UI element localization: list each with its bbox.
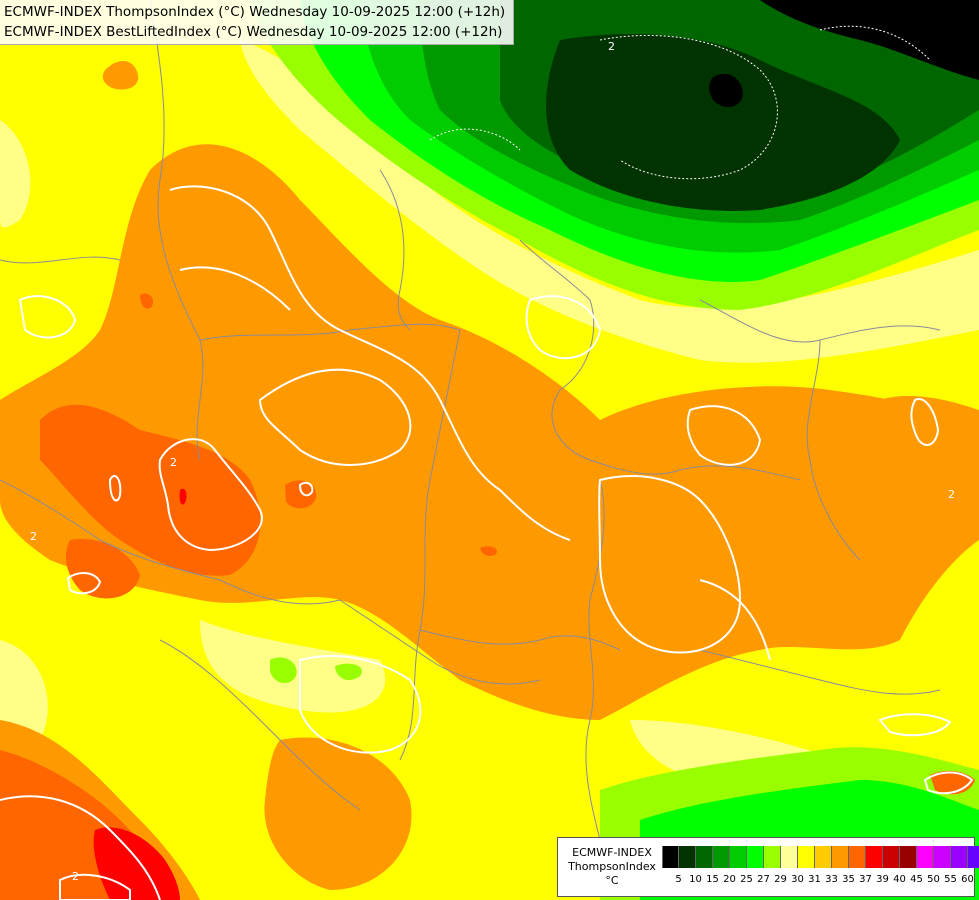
- legend-swatch: [917, 846, 934, 868]
- contour-labels: 2 2 2 2 2: [30, 40, 955, 883]
- legend-swatches: [662, 846, 979, 868]
- red-orange-region: [140, 293, 154, 309]
- legend-tick-label: 15: [706, 874, 719, 885]
- legend-tick-label: 27: [757, 874, 770, 885]
- contour-lines: [0, 185, 974, 900]
- orange-region: [102, 60, 139, 90]
- legend-swatch: [798, 846, 815, 868]
- pale-yellow-region: [240, 40, 979, 363]
- legend-tick-label: 33: [825, 874, 838, 885]
- contour-label: 2: [948, 488, 955, 501]
- legend-swatch: [951, 846, 968, 868]
- green-band: [546, 34, 900, 211]
- legend-tick-label: 20: [723, 874, 736, 885]
- red-orange-region: [40, 404, 261, 576]
- legend-tick-label: 31: [808, 874, 821, 885]
- pale-yellow-region: [0, 120, 31, 228]
- legend-swatch: [866, 846, 883, 868]
- legend-tick-label: 39: [876, 874, 889, 885]
- legend-swatch: [764, 846, 781, 868]
- red-orange-region: [65, 539, 140, 599]
- legend-tick-label: 50: [927, 874, 940, 885]
- title-thompson-index: ECMWF-INDEX ThompsonIndex (°C) Wednesday…: [4, 4, 506, 20]
- red-orange-region: [285, 480, 317, 509]
- legend-swatch: [815, 846, 832, 868]
- legend-tick-label: 55: [944, 874, 957, 885]
- legend-swatch: [679, 846, 696, 868]
- contour-label: 2: [170, 456, 177, 469]
- orange-region: [264, 737, 412, 890]
- legend-ticks: 5 10 15 20 25 27 29 30 31 33 35 37 39 40 45 50 55 60: [662, 874, 974, 885]
- legend-parameter: ThompsonIndex: [568, 860, 656, 873]
- legend-tick-label: 5: [675, 874, 682, 885]
- dashed-contour-lines: [429, 25, 931, 180]
- legend-tick-label: 30: [791, 874, 804, 885]
- contour-label: 2: [608, 40, 615, 53]
- legend-swatch: [883, 846, 900, 868]
- contour-label: 2: [72, 870, 79, 883]
- legend-swatch: [696, 846, 713, 868]
- green-patch: [335, 663, 362, 681]
- green-patch: [270, 657, 297, 684]
- orange-region: [878, 395, 979, 480]
- legend-model: ECMWF-INDEX: [572, 846, 652, 859]
- legend-label: ECMWF-INDEX ThompsonIndex °C: [564, 846, 660, 888]
- legend-tick-label: 25: [740, 874, 753, 885]
- legend-swatch: [730, 846, 747, 868]
- legend-tick-label: 35: [842, 874, 855, 885]
- black-region: [709, 73, 743, 108]
- title-best-lifted-index: ECMWF-INDEX BestLiftedIndex (°C) Wednesd…: [4, 24, 503, 40]
- legend-tick-label: 45: [910, 874, 923, 885]
- legend-swatch: [747, 846, 764, 868]
- legend-unit: °C: [605, 874, 619, 887]
- legend-tick-label: 37: [859, 874, 872, 885]
- red-orange-region: [480, 546, 497, 556]
- legend-swatch: [900, 846, 917, 868]
- orange-region: [0, 144, 979, 720]
- color-legend: ECMWF-INDEX ThompsonIndex °C 5 10 15 20 25 27…: [557, 837, 979, 897]
- legend-swatch: [832, 846, 849, 868]
- legend-swatch: [662, 846, 679, 868]
- black-region: [760, 0, 979, 80]
- contour-label: 2: [30, 530, 37, 543]
- legend-tick-label: 40: [893, 874, 906, 885]
- red-region: [179, 488, 187, 505]
- legend-swatch: [781, 846, 798, 868]
- legend-swatch: [968, 846, 979, 868]
- legend-tick-label: 10: [689, 874, 702, 885]
- legend-swatch: [713, 846, 730, 868]
- legend-tick-label: 60: [961, 874, 974, 885]
- legend-swatch: [934, 846, 951, 868]
- legend-tick-label: 29: [774, 874, 787, 885]
- map-title: ECMWF-INDEX ThompsonIndex (°C) Wednesday…: [0, 0, 515, 45]
- legend-swatch: [849, 846, 866, 868]
- border-lines: [0, 0, 941, 841]
